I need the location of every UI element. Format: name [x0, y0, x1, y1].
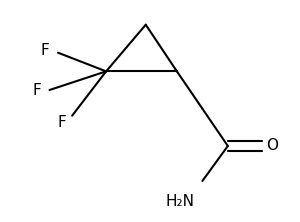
Text: F: F [58, 115, 67, 130]
Text: F: F [41, 43, 50, 58]
Text: F: F [32, 83, 41, 97]
Text: H₂N: H₂N [165, 194, 194, 209]
Text: O: O [266, 139, 278, 153]
